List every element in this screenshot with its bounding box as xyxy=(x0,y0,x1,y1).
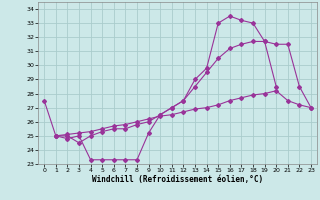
X-axis label: Windchill (Refroidissement éolien,°C): Windchill (Refroidissement éolien,°C) xyxy=(92,175,263,184)
